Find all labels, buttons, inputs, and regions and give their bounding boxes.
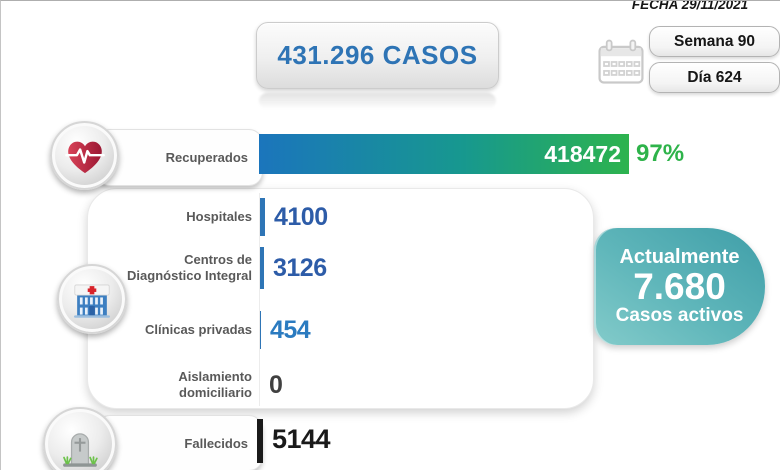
facilities-panel: Hospitales 4100 Centros de Diagnóstico I… [87, 188, 594, 409]
recovered-badge [50, 121, 119, 190]
active-cases-subcaption: Casos activos [615, 305, 744, 327]
facility-row-cdi: Centros de Diagnóstico Integral 3126 [88, 247, 588, 289]
facility-bar [260, 247, 264, 289]
active-cases-value: 7.680 [633, 265, 726, 307]
facility-value: 454 [270, 315, 311, 344]
facility-label: Clínicas privadas [145, 321, 252, 337]
facility-label: Hospitales [186, 208, 252, 224]
deceased-badge [43, 407, 117, 470]
facility-row-clinicas: Clínicas privadas 454 [88, 311, 588, 349]
recovered-bar: 418472 [259, 134, 629, 174]
facility-row-aislamiento: Aislamiento domiciliario 0 [88, 364, 588, 406]
facility-bar [260, 198, 265, 236]
deceased-bar [257, 419, 263, 463]
facility-label: Centros de Diagnóstico Integral [127, 251, 252, 283]
facility-value: 0 [269, 370, 283, 399]
day-badge: Día 624 [649, 62, 780, 93]
hospital-icon [74, 284, 110, 318]
date-label: FECHA 29/11/2021 [631, 0, 749, 12]
recovered-percent: 97% [636, 140, 685, 167]
facility-value: 4100 [274, 202, 328, 231]
recovered-label-box: Recuperados [96, 129, 263, 186]
facility-value: 3126 [273, 253, 327, 282]
heart-ecg-icon [64, 141, 105, 173]
total-cases-box: 431.296 CASOS [256, 22, 499, 89]
hospital-badge [57, 264, 127, 334]
facility-row-hospitales: Hospitales 4100 [88, 198, 588, 236]
active-cases-box: Actualmente 7.680 Casos activos [594, 228, 765, 345]
facility-bar [260, 311, 261, 349]
recovered-label: Recuperados [165, 150, 248, 165]
tombstone-icon [63, 433, 98, 467]
chart-axis-line [259, 193, 260, 406]
calendar-icon [598, 39, 644, 84]
recovered-value: 418472 [544, 140, 621, 167]
deceased-label: Fallecidos [184, 435, 248, 451]
deceased-value: 5144 [272, 424, 331, 454]
total-cases-reflection [259, 93, 496, 109]
deceased-label-box: Fallecidos [96, 415, 263, 470]
week-badge: Semana 90 [649, 26, 780, 57]
total-cases-value: 431.296 CASOS [277, 40, 478, 70]
facility-label: Aislamiento domiciliario [178, 368, 252, 400]
active-cases-caption: Actualmente [619, 245, 740, 268]
